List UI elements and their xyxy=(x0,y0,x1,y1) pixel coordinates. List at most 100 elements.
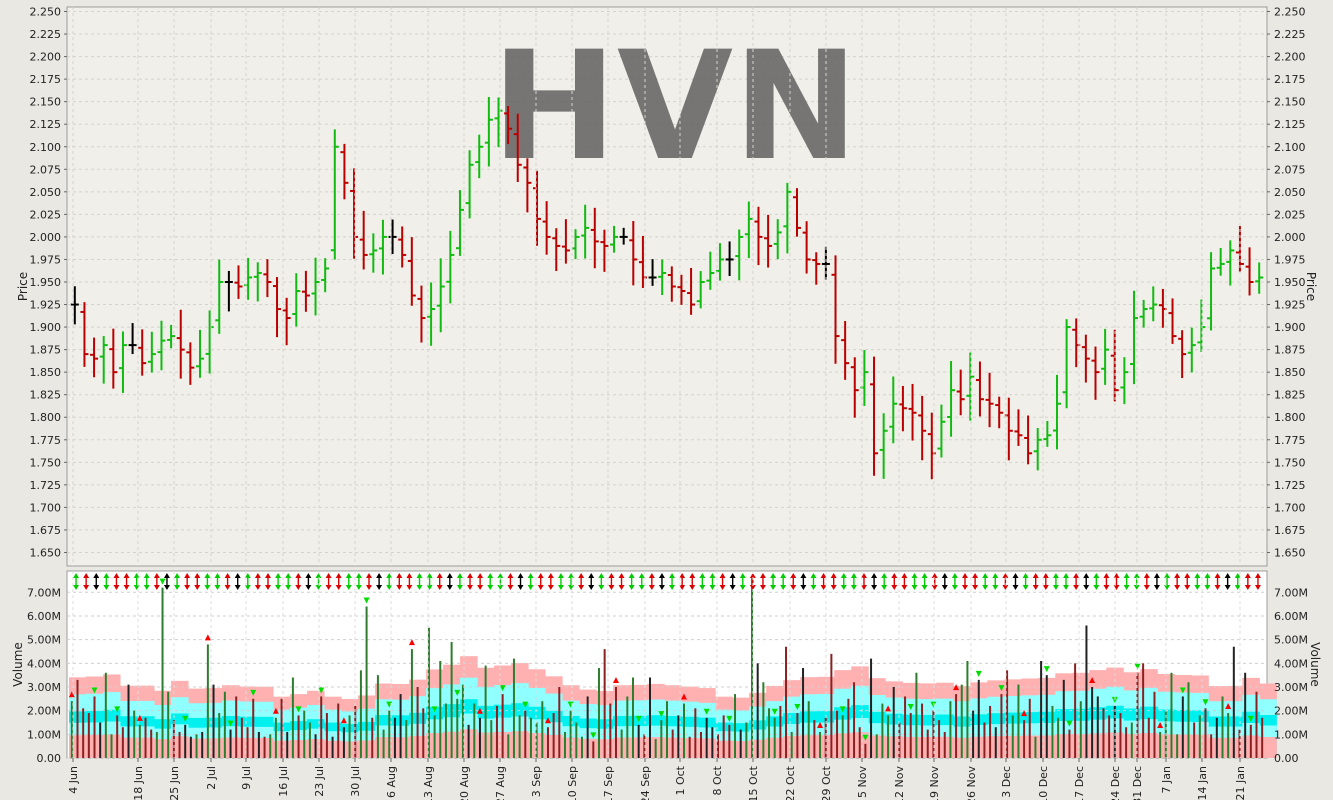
signal-arrow-up-head xyxy=(264,573,271,578)
signal-arrow-up-head xyxy=(456,573,463,578)
signal-arrow-down-head xyxy=(891,585,898,590)
signal-arrow-up-head xyxy=(113,573,120,578)
signal-arrow-up-head xyxy=(992,573,999,578)
price-tick-label-right: 1.775 xyxy=(1274,434,1306,447)
ohlc-bar xyxy=(186,342,195,385)
signal-arrow xyxy=(800,573,807,590)
buy-arrow-marker xyxy=(1134,663,1141,670)
signal-arrow xyxy=(113,573,120,590)
volume-tick-label-right: 1.00M xyxy=(1274,728,1308,741)
buy-arrow-marker xyxy=(771,708,778,715)
signal-arrow-up-head xyxy=(709,573,716,578)
buy-arrow-marker xyxy=(363,597,370,604)
signal-arrow-up-head xyxy=(163,573,170,578)
signal-arrow xyxy=(214,573,221,590)
signal-arrow xyxy=(709,573,716,590)
ohlc-bar xyxy=(330,129,339,260)
signal-arrow-up-head xyxy=(770,573,777,578)
signal-arrow xyxy=(992,573,999,590)
signal-arrow-down-head xyxy=(275,585,282,590)
signal-arrow xyxy=(1002,573,1009,590)
signal-arrow-up-head xyxy=(830,573,837,578)
signal-arrow-down-head xyxy=(1164,585,1171,590)
volume-tick-label-left: 0.00 xyxy=(37,752,62,765)
ohlc-bar xyxy=(292,273,301,327)
signal-arrow-up-head xyxy=(578,573,585,578)
ohlc-bar xyxy=(446,230,455,304)
price-tick-label-right: 2.125 xyxy=(1274,118,1306,131)
ohlc-bar xyxy=(321,258,330,293)
signal-arrow-down-head xyxy=(941,585,948,590)
signal-arrow-down-head xyxy=(982,585,989,590)
signal-arrow-up-head xyxy=(174,573,181,578)
price-tick-label-right: 1.800 xyxy=(1274,411,1306,424)
signal-arrow-up-head xyxy=(951,573,958,578)
date-tick-label: 15 Oct xyxy=(747,765,760,800)
sell-arrow-marker xyxy=(612,676,619,683)
ohlc-bar xyxy=(455,190,464,256)
ohlc-bar xyxy=(648,259,657,286)
signal-arrow-down-head xyxy=(931,585,938,590)
signal-arrow-up-head xyxy=(729,573,736,578)
price-tick-label-left: 2.250 xyxy=(30,6,62,19)
price-tick-label-right: 1.900 xyxy=(1274,321,1306,334)
signal-arrow-up-head xyxy=(1164,573,1171,578)
volume-signal-markers xyxy=(68,578,1254,741)
ohlc-bar xyxy=(504,106,513,145)
date-tick-label: 8 Oct xyxy=(711,765,724,795)
signal-arrow xyxy=(1254,573,1261,590)
price-tick-label-left: 2.225 xyxy=(30,28,62,41)
signal-arrow-down-head xyxy=(669,585,676,590)
signal-arrow xyxy=(366,573,372,590)
signal-arrow-up-head xyxy=(699,573,706,578)
signal-arrow xyxy=(244,573,251,590)
signal-arrow-down-head xyxy=(598,585,605,590)
price-tick-label-left: 1.650 xyxy=(30,546,62,559)
signal-arrow xyxy=(689,573,696,590)
signal-arrow xyxy=(295,573,302,590)
ohlc-bar xyxy=(735,229,744,281)
ohlc-bar xyxy=(176,309,185,379)
signal-arrow xyxy=(1083,573,1090,590)
signal-arrow-up-head xyxy=(618,573,625,578)
signal-arrow xyxy=(830,573,837,590)
signal-arrow-down-head xyxy=(386,585,393,590)
signal-arrow-up-head xyxy=(527,573,534,578)
sell-arrow-marker xyxy=(544,717,551,724)
signal-arrow xyxy=(477,573,484,590)
buy-arrow-marker xyxy=(998,685,1005,692)
ohlc-bar xyxy=(1062,319,1071,409)
signal-arrow xyxy=(618,573,625,590)
signal-arrow-up-head xyxy=(1012,573,1019,578)
volume-tick-label-left: 3.00M xyxy=(27,681,61,694)
signal-arrow xyxy=(679,573,686,590)
date-tick-label: 18 Jun xyxy=(132,766,145,800)
signal-arrow-up-head xyxy=(871,573,878,578)
signal-arrow-up-head xyxy=(547,573,554,578)
buy-arrow-marker xyxy=(1179,687,1186,694)
signal-arrow-down-head xyxy=(911,585,918,590)
signal-arrow-down-head xyxy=(1194,585,1201,590)
signal-arrow-up-head xyxy=(962,573,968,578)
signal-arrow-down-head xyxy=(204,585,211,590)
ohlc-bar xyxy=(1072,318,1081,368)
price-tick-label-left: 1.975 xyxy=(30,253,62,266)
signal-arrow-up-head xyxy=(1174,573,1181,578)
ohlc-bar xyxy=(956,369,965,416)
signal-arrow-down-head xyxy=(1063,585,1070,590)
signal-arrow-down-head xyxy=(123,585,130,590)
signal-arrow xyxy=(719,573,726,590)
date-tick-label: 14 Jan xyxy=(1196,766,1209,800)
signal-arrow-down-head xyxy=(254,585,261,590)
signal-arrow xyxy=(759,573,766,590)
ohlc-bar xyxy=(1178,330,1187,379)
signal-arrow-down-head xyxy=(1083,585,1090,590)
signal-arrow-down-head xyxy=(497,585,504,590)
signal-arrow-up-head xyxy=(467,573,474,578)
ohlc-bar xyxy=(436,258,445,333)
signal-arrow xyxy=(770,573,777,590)
price-tick-label-left: 1.675 xyxy=(30,524,62,537)
price-tick-label-left: 1.775 xyxy=(30,434,62,447)
signal-arrow xyxy=(911,573,918,590)
